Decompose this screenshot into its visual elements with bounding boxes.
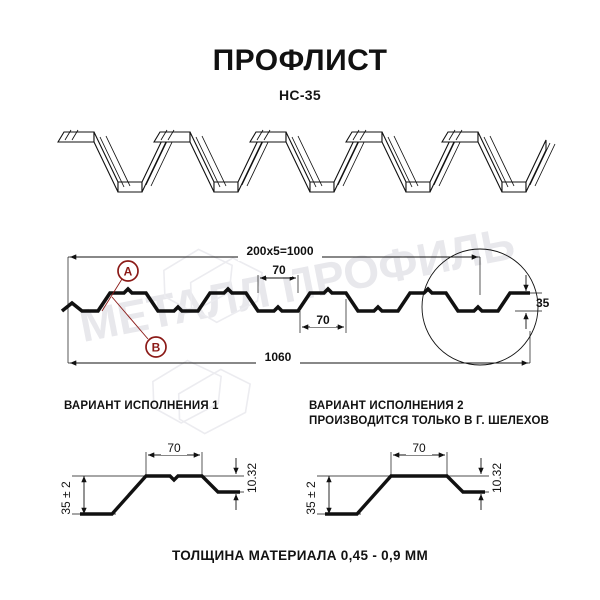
iso-corrugations — [57, 129, 556, 193]
page-header: ПРОФЛИСТ НС-35 — [0, 44, 600, 104]
balloon-a[interactable]: A — [101, 260, 139, 312]
variant-1-profile — [80, 474, 240, 516]
material-thickness-note: ТОЛЩИНА МАТЕРИАЛА 0,45 - 0,9 ММ — [171, 548, 428, 563]
dimension-valley-width-label: 70 — [272, 263, 286, 277]
variant-1-dimension-edge-height: 10.32 — [202, 458, 259, 510]
balloon-b[interactable]: B — [111, 296, 167, 358]
dimension-crest-width-label: 70 — [316, 313, 330, 327]
variant-1-drawing: 70 10.32 35 ± 2 — [58, 430, 288, 530]
page-subtitle: НС-35 — [279, 87, 321, 103]
cross-section-view: 200х5=1000 1060 70 — [60, 235, 550, 375]
variant-2-dimension-profile-height: 35 ± 2 — [304, 475, 395, 515]
isometric-view — [52, 122, 556, 222]
variant-2-dimension-top-flat: 70 — [390, 440, 448, 476]
dimension-useful-width-label: 200х5=1000 — [246, 244, 313, 258]
dimension-profile-height: 35 — [515, 275, 550, 329]
profile-polyline — [60, 286, 530, 313]
variant-1-title: ВАРИАНТ ИСПОЛНЕНИЯ 1 — [64, 400, 219, 412]
variant-1-dimension-edge-height-label: 10.32 — [245, 463, 259, 493]
variant-2-dimension-edge-height-label: 10.32 — [490, 463, 504, 493]
variants-section: ВАРИАНТ ИСПОЛНЕНИЯ 1 — [0, 398, 600, 528]
dimension-crest-width: 70 — [299, 299, 347, 333]
variant-2-title-line1: ВАРИАНТ ИСПОЛНЕНИЯ 2 — [309, 400, 464, 412]
variant-1-dimension-profile-height: 35 ± 2 — [59, 475, 150, 515]
dimension-profile-height-label: 35 — [536, 296, 550, 310]
variant-1-dimension-profile-height-label: 35 ± 2 — [59, 481, 73, 515]
balloon-a-label: A — [124, 265, 133, 279]
variant-2-drawing: 70 10.32 35 ± 2 — [303, 430, 543, 530]
dimension-total-width-label: 1060 — [265, 350, 292, 364]
variant-2-profile — [325, 474, 485, 516]
dimension-total-width: 1060 — [70, 350, 528, 367]
page-title: ПРОФЛИСТ — [212, 44, 388, 77]
variant-2-dimension-top-flat-label: 70 — [412, 441, 426, 455]
detail-circle — [421, 248, 539, 366]
dimension-useful-width: 200х5=1000 — [70, 244, 478, 261]
variant-2-dimension-profile-height-label: 35 ± 2 — [304, 481, 318, 515]
variant-2-dimension-edge-height: 10.32 — [447, 458, 504, 510]
dimension-valley-width: 70 — [257, 262, 299, 293]
variant-2-title-line2: ПРОИЗВОДИТСЯ ТОЛЬКО В Г. ШЕЛЕХОВ — [309, 415, 550, 427]
variant-1-dimension-top-flat-label: 70 — [167, 441, 181, 455]
balloon-b-label: B — [152, 341, 161, 355]
variant-1-dimension-top-flat: 70 — [145, 440, 203, 476]
